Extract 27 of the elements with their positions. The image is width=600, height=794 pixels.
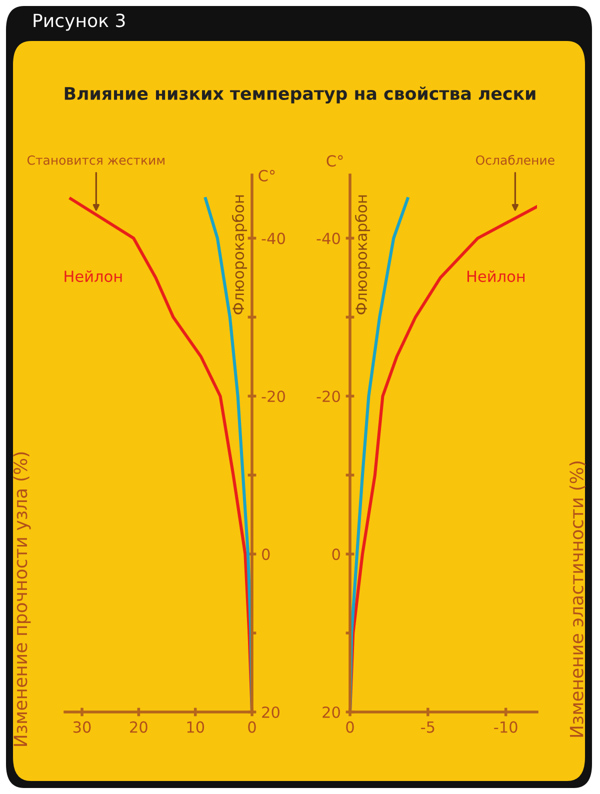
y-tick-label: -40 [262,232,285,244]
y-tick-label: -40 [316,232,340,244]
x-tick-label: 0 [346,721,354,733]
y-axis-title: C° [258,170,275,182]
x-tick-label: 30 [73,721,91,733]
text: Изменение прочности узла (%) [13,452,31,746]
y-tick-label: -20 [316,390,340,402]
x-tick-label: -5 [421,722,434,733]
x-tick-label: 20 [130,721,148,733]
y-tick-label: 0 [262,548,270,560]
x-tick-label: -10 [494,721,518,733]
y-axis-title: C° [326,155,343,167]
text: Флюорокарбон [354,195,370,314]
text: Флюорокарбон [232,195,248,314]
text: Рисунок 3 [34,14,125,31]
x-tick-label: 10 [187,721,204,733]
y-tick-label: 20 [262,706,280,718]
y-tick-label: -20 [262,390,285,402]
annotation: Ослабление [476,154,554,165]
annotation: Становится жестким [27,155,164,165]
series-label: Нейлон [467,270,525,282]
text: Влияние низких температур на свойства лески [64,86,536,104]
text: Изменение эластичности (%) [569,462,586,737]
y-tick-label: 20 [322,706,340,718]
series-label: Нейлон [64,270,122,282]
y-tick-label: 0 [332,548,340,560]
x-tick-label: 0 [248,721,256,733]
